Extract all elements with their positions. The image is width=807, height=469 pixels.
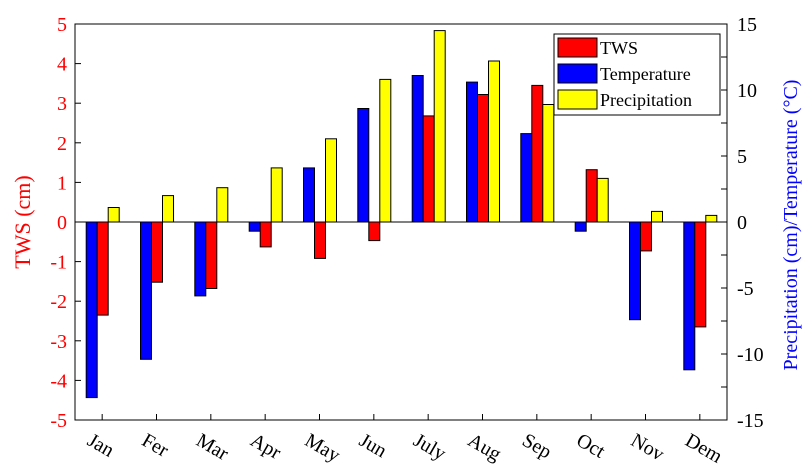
x-axis: Jan Fer Mar Apr May Jun July Aug Sep Oct Nov Dem [84, 414, 726, 468]
x-tick-label: May [301, 429, 344, 466]
bar-temperature-july [411, 75, 424, 223]
x-tick-label: July [410, 429, 450, 465]
right-tick-label: 15 [737, 14, 757, 36]
bar-temperature-dem [683, 221, 696, 371]
left-tick-label: -5 [50, 410, 67, 432]
bar-tws-aug [477, 94, 489, 223]
bar-tws-may [314, 221, 326, 259]
left-tick-label: 3 [57, 93, 67, 115]
x-tick-label: Fer [138, 429, 172, 462]
left-y-axis: -5 -4 -3 -2 -1 0 1 2 3 4 5 [50, 14, 81, 432]
x-tick-label: Mar [192, 429, 232, 465]
bar-tws-nov [640, 221, 652, 252]
bar-temperature-oct [574, 221, 587, 232]
right-tick-label: 5 [737, 146, 747, 168]
bar-tws-sep [531, 84, 544, 223]
right-tick-label: -15 [737, 410, 764, 432]
right-tick-label: -5 [737, 278, 754, 300]
left-tick-label: 0 [57, 212, 67, 234]
bar-tws-oct [585, 169, 598, 223]
bar-temperature-mar [194, 221, 207, 297]
right-y-axis-title: Precipitation (cm)/Temperature (°C) [780, 80, 802, 371]
legend-label-tws: TWS [600, 38, 638, 58]
bar-precipitation-aug [488, 60, 500, 223]
bar-temperature-sep [520, 133, 533, 223]
bar-precipitation-fer [162, 195, 174, 223]
bar-tws-dem [694, 221, 707, 328]
legend: TWS Temperature Precipitation [553, 33, 721, 116]
left-tick-label: -1 [50, 252, 67, 274]
left-y-axis-title: TWS (cm) [10, 175, 35, 268]
x-tick-label: Sep [518, 429, 555, 463]
left-tick-label: 4 [57, 54, 67, 76]
x-tick-label: Jun [355, 429, 390, 462]
bar-tws-fer [151, 221, 163, 283]
bar-temperature-jun [357, 108, 370, 223]
bar-precipitation-jun [379, 78, 392, 223]
x-tick-label: Apr [247, 429, 285, 464]
x-tick-label: Nov [627, 429, 668, 465]
bar-precipitation-dem [705, 214, 718, 223]
bar-temperature-jan [85, 221, 98, 399]
x-tick-label: Jan [84, 429, 118, 461]
bar-precipitation-mar [216, 187, 229, 223]
right-tick-label: 10 [737, 80, 757, 102]
right-tick-label: -10 [737, 344, 764, 366]
legend-swatch-precipitation [557, 89, 598, 110]
bar-precipitation-nov [651, 210, 663, 223]
bar-temperature-fer [140, 221, 152, 360]
x-tick-label: Aug [464, 429, 505, 465]
bar-precipitation-july [433, 30, 446, 223]
bar-temperature-aug [466, 81, 478, 223]
left-tick-label: 1 [57, 172, 67, 194]
bar-precipitation-jan [107, 207, 120, 223]
x-tick-label: Oct [573, 429, 609, 463]
bar-tws-mar [205, 221, 218, 289]
right-tick-label: 0 [737, 212, 747, 234]
legend-label-temperature: Temperature [600, 64, 691, 84]
bar-temperature-apr [248, 221, 261, 232]
left-tick-label: 5 [57, 14, 67, 36]
bar-precipitation-may [325, 138, 337, 223]
bar-tws-jan [96, 221, 109, 316]
right-y-axis: -15 -10 -5 0 5 10 15 [721, 14, 764, 432]
left-tick-label: -2 [50, 291, 67, 313]
bar-temperature-may [303, 167, 315, 223]
bar-tws-july [422, 115, 435, 223]
bar-precipitation-apr [270, 167, 283, 223]
x-tick-label: Dem [681, 429, 726, 468]
left-tick-label: -4 [50, 370, 67, 392]
bar-tws-jun [368, 221, 381, 242]
bar-precipitation-oct [596, 177, 609, 223]
left-tick-label: -3 [50, 331, 67, 353]
bar-precipitation-sep [542, 104, 555, 223]
legend-label-precipitation: Precipitation [600, 90, 692, 110]
bar-tws-apr [259, 221, 272, 248]
legend-swatch-tws [557, 37, 598, 58]
left-tick-label: 2 [57, 133, 67, 155]
bar-temperature-nov [629, 221, 641, 321]
legend-swatch-temperature [557, 63, 598, 84]
